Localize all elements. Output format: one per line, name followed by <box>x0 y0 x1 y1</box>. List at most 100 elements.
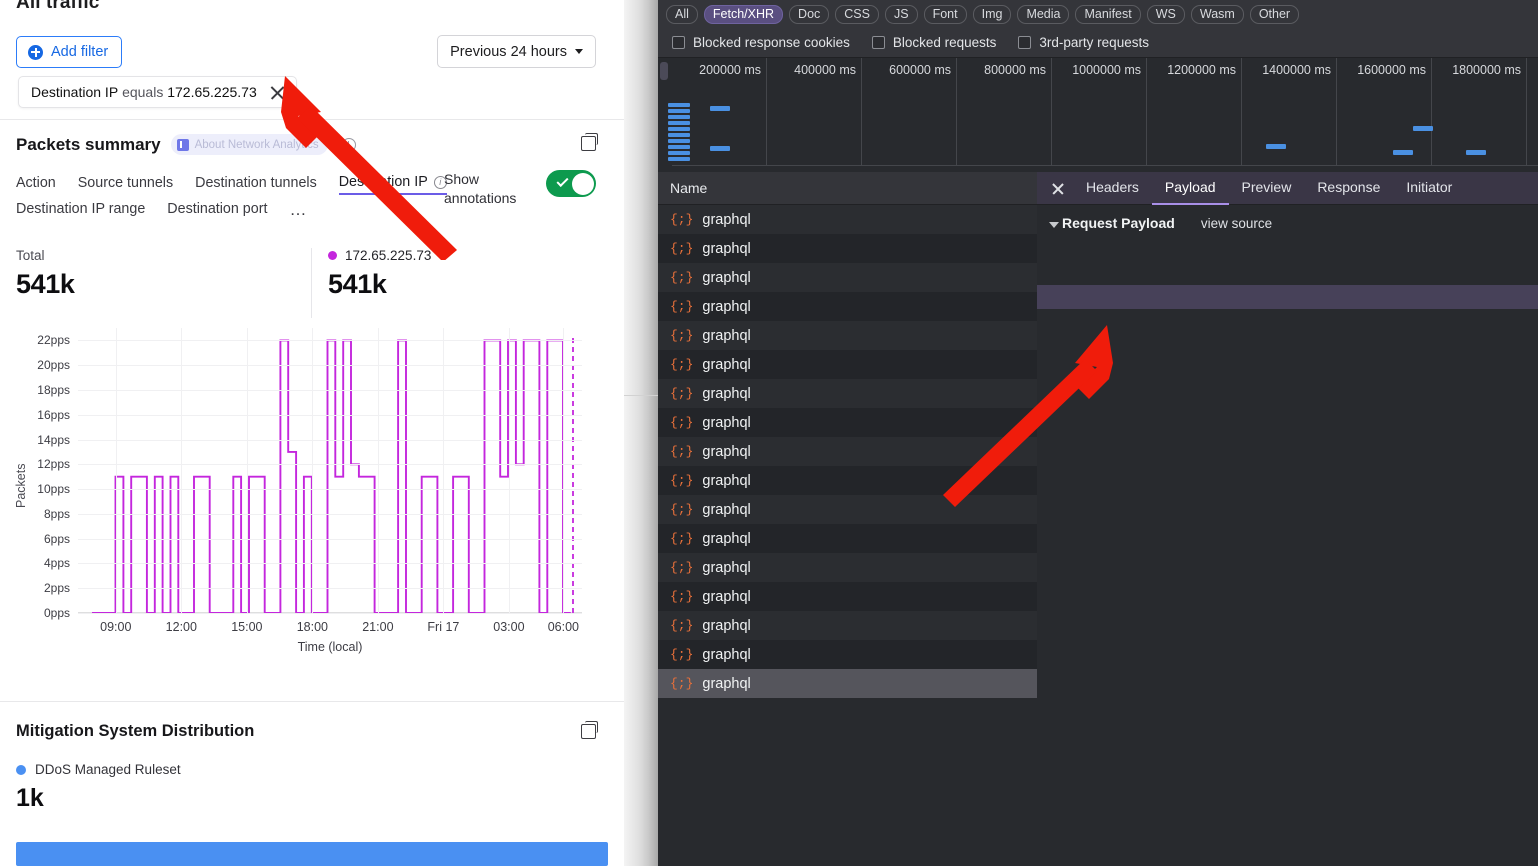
x-axis-tick-label: Fri 17 <box>427 620 460 634</box>
about-network-analytics-badge[interactable]: About Network Analytics <box>170 134 328 155</box>
timeline-tick-label: 1600000 ms <box>1357 63 1426 77</box>
more-dimensions-icon[interactable]: … <box>289 200 308 219</box>
x-axis-ticks: 09:00 12:00 15:00 18:00 21:00 Fri 17 03:00 06:0… <box>78 620 582 638</box>
dimension-tab-action[interactable]: Action <box>16 175 56 191</box>
divider <box>311 248 312 318</box>
request-row[interactable]: {;} graphql <box>658 292 1037 321</box>
request-row[interactable]: {;} graphql <box>658 205 1037 234</box>
filter-chip[interactable]: Destination IP equals 172.65.225.73 <box>18 76 297 108</box>
gridline-horizontal <box>78 588 582 590</box>
timeline-tick-column: 600000 ms <box>862 58 957 166</box>
request-row[interactable]: {;} graphql <box>658 669 1037 698</box>
resource-filter-img[interactable]: Img <box>972 4 1012 24</box>
request-row[interactable]: {;} graphql <box>658 495 1037 524</box>
y-axis-tick-label: 22pps <box>37 333 70 348</box>
request-row[interactable]: {;} graphql <box>658 321 1037 350</box>
chart-series-path <box>92 339 571 613</box>
request-name: graphql <box>702 356 751 373</box>
resource-filter-manifest[interactable]: Manifest <box>1075 4 1141 24</box>
request-row[interactable]: {;} graphql <box>658 640 1037 669</box>
x-axis-title: Time (local) <box>297 640 363 654</box>
resource-filter-js[interactable]: JS <box>884 4 918 24</box>
payload-line-operation-name[interactable]: operationName: "ipFlowTimeseries" <box>1037 261 1538 285</box>
show-annotations-toggle[interactable] <box>546 170 596 197</box>
x-axis-tick-label: 21:00 <box>362 620 394 634</box>
timeline-tick-column: 1200000 ms <box>1147 58 1242 166</box>
window-scrollbar-gutter[interactable] <box>624 0 658 866</box>
checkbox-3rd-party-requests[interactable]: 3rd-party requests <box>1018 35 1149 50</box>
timeline-request-bar <box>710 146 730 151</box>
payload-line-root[interactable]: {operationName: "ipFlowTimeseries", vari… <box>1037 237 1538 261</box>
close-icon[interactable] <box>269 84 286 101</box>
detail-tab-headers[interactable]: Headers <box>1086 178 1139 195</box>
request-list: Name {;} graphql {;} graphql {;} graphql {;} gr… <box>658 172 1037 866</box>
request-row[interactable]: {;} graphql <box>658 611 1037 640</box>
payload-line-variables[interactable]: variables: {accountTag: "b12e3b2192ee558… <box>1037 309 1538 333</box>
request-row[interactable]: {;} graphql <box>658 350 1037 379</box>
expand-icon[interactable] <box>581 720 598 739</box>
dimension-tab-destination-ip[interactable]: Destination IP i <box>338 174 447 195</box>
detail-tab-preview[interactable]: Preview <box>1241 178 1292 195</box>
resource-filter-media[interactable]: Media <box>1017 4 1070 24</box>
page-title: All traffic <box>16 0 100 13</box>
show-annotations-label: Show annotations <box>444 171 517 206</box>
request-detail-pane: Headers Payload Preview Response Initiator R… <box>1037 172 1538 866</box>
time-range-selector[interactable]: Previous 24 hours <box>437 35 596 68</box>
request-row[interactable]: {;} graphql <box>658 234 1037 263</box>
resource-filter-css[interactable]: CSS <box>835 4 879 24</box>
request-row[interactable]: {;} graphql <box>658 263 1037 292</box>
checkbox-blocked-requests[interactable]: Blocked requests <box>871 35 997 50</box>
graphql-braces-icon: {;} <box>670 502 694 517</box>
timeline-tick-label: 1800000 ms <box>1452 63 1521 77</box>
gridline-vertical <box>377 328 379 613</box>
resource-filter-font[interactable]: Font <box>923 4 967 24</box>
request-row[interactable]: {;} graphql <box>658 524 1037 553</box>
timeline-request-bar <box>668 115 690 119</box>
request-row[interactable]: {;} graphql <box>658 408 1037 437</box>
dimension-tab-destination-tunnels[interactable]: Destination tunnels <box>195 175 317 191</box>
resource-filter-other[interactable]: Other <box>1249 4 1300 24</box>
gridline-horizontal <box>78 340 582 342</box>
request-row[interactable]: {;} graphql <box>658 582 1037 611</box>
packets-summary-header: Packets summary About Network Analytics <box>16 134 356 155</box>
expand-icon[interactable] <box>581 132 598 151</box>
checkbox-label: Blocked requests <box>892 35 997 50</box>
resource-filter-ws[interactable]: WS <box>1146 4 1185 24</box>
network-timeline-overview[interactable]: 200000 ms 400000 ms 600000 ms 800000 ms 1000… <box>658 58 1538 173</box>
dimension-tab-destination-ip-range[interactable]: Destination IP range <box>16 200 146 217</box>
add-filter-button[interactable]: Add filter <box>16 36 123 68</box>
resource-filter-wasm[interactable]: Wasm <box>1190 4 1244 24</box>
payload-line-query[interactable]: query: "query ipFlowTimeseries($accountT… <box>1037 285 1538 309</box>
checkbox-icon[interactable] <box>1018 36 1032 49</box>
resource-filter-all[interactable]: All <box>666 4 698 24</box>
detail-tab-initiator[interactable]: Initiator <box>1406 178 1453 195</box>
view-source-link[interactable]: view source <box>1200 215 1273 231</box>
y-axis-tick-label: 16pps <box>37 407 70 422</box>
mitigation-legend-label: DDoS Managed Ruleset <box>35 762 181 777</box>
y-axis-tick-label: 4pps <box>43 556 70 571</box>
dimension-tab-destination-port[interactable]: Destination port <box>167 200 268 217</box>
gridline-vertical <box>181 328 183 613</box>
resource-type-filter-row: All Fetch/XHR Doc CSS JS Font Img Media Manifest… <box>658 0 1538 28</box>
request-row[interactable]: {;} graphql <box>658 437 1037 466</box>
dimension-tab-source-tunnels[interactable]: Source tunnels <box>77 175 174 191</box>
timeline-drag-handle[interactable] <box>660 62 668 80</box>
checkbox-icon[interactable] <box>672 36 685 49</box>
detail-tab-response[interactable]: Response <box>1317 178 1381 195</box>
checkbox-blocked-response-cookies[interactable]: Blocked response cookies <box>672 35 850 50</box>
payload-section-title[interactable]: Request Payload <box>1049 215 1175 231</box>
resource-filter-doc[interactable]: Doc <box>789 4 830 24</box>
request-row[interactable]: {;} graphql <box>658 379 1037 408</box>
checkbox-icon[interactable] <box>871 36 885 49</box>
resource-filter-fetch-xhr[interactable]: Fetch/XHR <box>703 4 784 24</box>
detail-tab-payload[interactable]: Payload <box>1151 172 1229 205</box>
close-icon[interactable] <box>1047 177 1069 199</box>
request-name: graphql <box>702 240 751 257</box>
gridline-horizontal <box>78 365 582 367</box>
request-row[interactable]: {;} graphql <box>658 466 1037 495</box>
timeline-request-bar <box>668 121 690 125</box>
x-axis-tick-label: 06:00 <box>547 620 579 634</box>
request-name: graphql <box>702 211 751 228</box>
request-row[interactable]: {;} graphql <box>658 553 1037 582</box>
mitigation-value: 1k <box>16 784 44 812</box>
